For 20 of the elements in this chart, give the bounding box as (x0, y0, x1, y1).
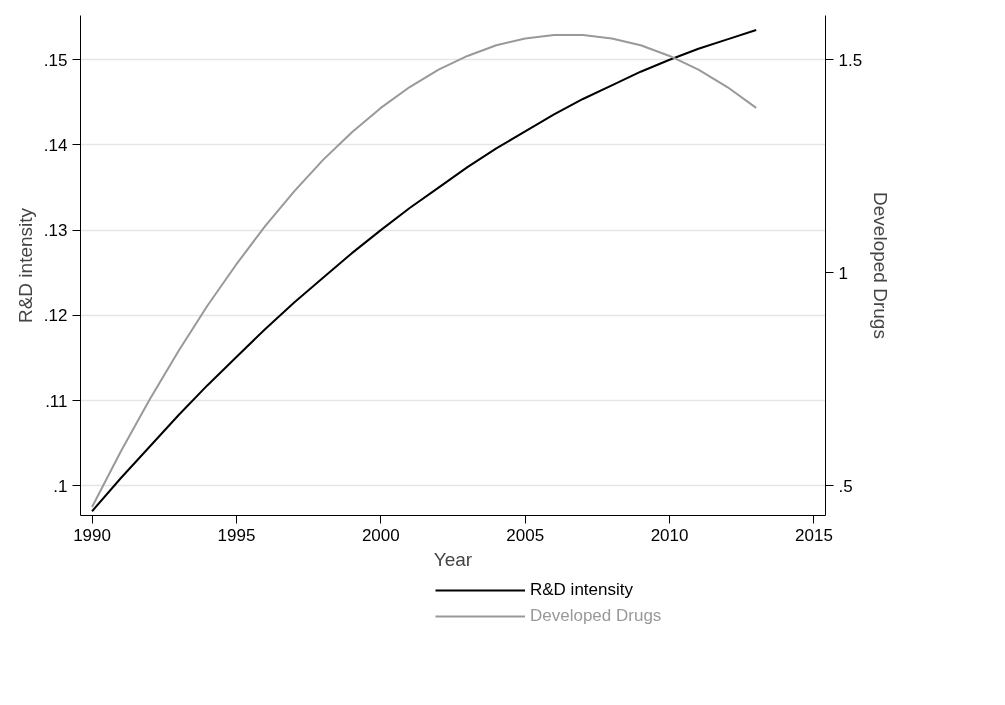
y-tick-label: .11 (45, 391, 68, 411)
y-tick-label: .14 (43, 135, 68, 155)
y-tick-label: .1 (53, 476, 68, 496)
x-axis-title: Year (433, 548, 473, 570)
y-tick-label: .12 (43, 306, 68, 326)
y2-axis-title: Developed Drugs (870, 192, 892, 339)
x-tick-label: 2000 (361, 525, 400, 545)
y2-tick-label: .5 (838, 476, 853, 496)
x-tick-label: 2015 (795, 525, 833, 545)
y-tick-label: .15 (43, 50, 68, 70)
x-tick-label: 2010 (650, 525, 689, 545)
y-axis-title: R&D intensity (14, 207, 36, 324)
y2-tick-label: 1 (838, 263, 848, 283)
y2-tick-label: 1.5 (838, 50, 863, 70)
x-tick-label: 2005 (506, 525, 545, 545)
x-tick-label: 1995 (217, 525, 256, 545)
text: R&D intensity (530, 580, 633, 600)
text: Developed Drugs (530, 606, 662, 626)
y-tick-label: .13 (43, 221, 68, 241)
x-tick-label: 1990 (73, 525, 111, 545)
